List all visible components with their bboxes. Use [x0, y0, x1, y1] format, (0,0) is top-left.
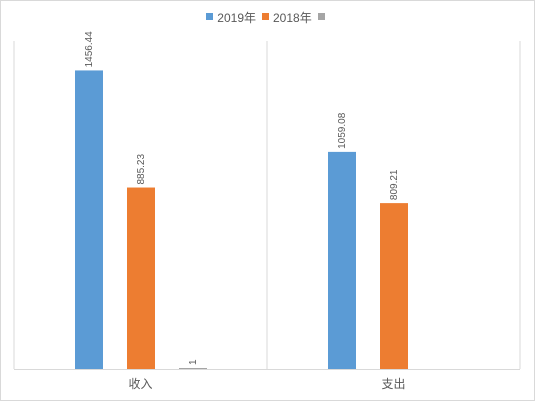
- data-label: 885.23: [136, 154, 147, 185]
- legend-item-2: [317, 10, 329, 25]
- bar-收入-1: [127, 187, 155, 369]
- data-label: 1059.08: [337, 112, 348, 149]
- bar-支出-1: [380, 203, 408, 369]
- data-label: 809.21: [389, 169, 400, 200]
- legend-swatch-0: [206, 13, 214, 20]
- legend-label-0: 2019年: [217, 11, 256, 25]
- bar-收入-2: [179, 368, 207, 369]
- data-label: 1: [188, 359, 199, 365]
- legend-swatch-1: [262, 13, 269, 20]
- chart-legend: 2019年 2018年: [0, 9, 535, 26]
- bar-收入-0: [75, 70, 103, 369]
- category-label: 收入: [128, 377, 152, 391]
- legend-swatch-2: [317, 13, 325, 21]
- data-label: 1456.44: [84, 31, 95, 68]
- category-label: 支出: [381, 377, 405, 391]
- legend-item-0: 2019年: [206, 9, 256, 26]
- legend-item-1: 2018年: [262, 9, 312, 26]
- bar-支出-0: [328, 151, 356, 369]
- legend-label-1: 2018年: [273, 11, 312, 25]
